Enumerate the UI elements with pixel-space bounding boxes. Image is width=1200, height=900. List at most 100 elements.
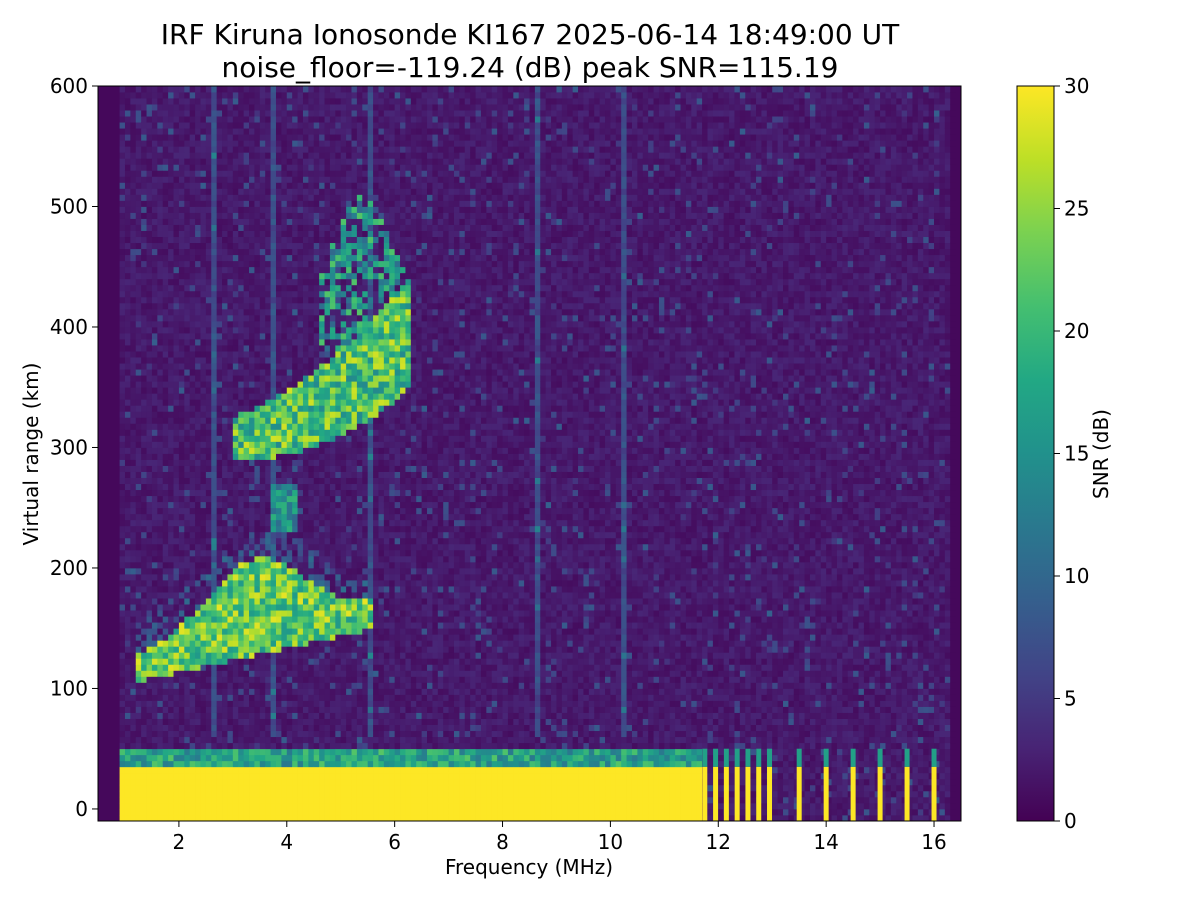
heatmap-cell [314,158,320,164]
heatmap-cell [335,646,341,652]
heatmap-cell [227,116,233,122]
heatmap-cell [141,405,147,411]
heatmap-cell [330,460,336,466]
heatmap-cell [211,146,217,152]
heatmap-cell [152,676,158,682]
heatmap-cell [190,104,196,110]
heatmap-cell [125,767,131,773]
heatmap-cell [179,502,185,508]
heatmap-cell [125,357,131,363]
heatmap-cell [217,273,223,279]
heatmap-cell [238,484,244,490]
heatmap-cell [330,544,336,550]
heatmap-cell [276,574,282,580]
heatmap-cell [136,682,142,688]
heatmap-cell [217,182,223,188]
heatmap-cell [195,237,201,243]
heatmap-cell [227,231,233,237]
heatmap-cell [157,815,163,821]
heatmap-cell [330,586,336,592]
heatmap-cell [211,351,217,357]
heatmap-cell [184,610,190,616]
heatmap-cell [265,381,271,387]
heatmap-cell [211,249,217,255]
heatmap-cell [136,508,142,514]
heatmap-cell [190,773,196,779]
heatmap-cell [206,243,212,249]
heatmap-cell [265,237,271,243]
heatmap-cell [244,713,250,719]
heatmap-cell [298,261,304,267]
heatmap-cell [238,725,244,731]
heatmap-cell [271,616,277,622]
heatmap-cell [217,586,223,592]
heatmap-cell [120,544,126,550]
heatmap-cell [200,520,206,526]
heatmap-cell [319,743,325,749]
heatmap-cell [335,791,341,797]
heatmap-cell [200,249,206,255]
heatmap-cell [222,387,228,393]
heatmap-cell [276,508,282,514]
heatmap-cell [179,291,185,297]
heatmap-cell [168,803,174,809]
heatmap-cell [249,604,255,610]
heatmap-cell [184,267,190,273]
heatmap-cell [179,339,185,345]
heatmap-cell [265,429,271,435]
heatmap-cell [125,110,131,116]
heatmap-cell [184,417,190,423]
heatmap-cell [249,749,255,755]
heatmap-cell [298,327,304,333]
heatmap-cell [174,544,180,550]
heatmap-cell [233,321,239,327]
heatmap-cell [141,785,147,791]
heatmap-cell [152,815,158,821]
heatmap-cell [238,411,244,417]
heatmap-cell [120,640,126,646]
heatmap-cell [265,562,271,568]
heatmap-cell [168,550,174,556]
heatmap-cell [276,255,282,261]
heatmap-cell [130,484,136,490]
heatmap-cell [217,291,223,297]
heatmap-cell [125,628,131,634]
heatmap-cell [217,779,223,785]
heatmap-cell [211,345,217,351]
heatmap-cell [141,303,147,309]
heatmap-cell [265,225,271,231]
heatmap-cell [157,369,163,375]
heatmap-cell [217,237,223,243]
heatmap-cell [319,134,325,140]
heatmap-cell [298,670,304,676]
heatmap-cell [184,562,190,568]
heatmap-cell [281,592,287,598]
heatmap-cell [152,182,158,188]
heatmap-cell [314,797,320,803]
heatmap-cell [254,755,260,761]
heatmap-cell [314,399,320,405]
heatmap-cell [238,128,244,134]
heatmap-cell [298,676,304,682]
heatmap-cell [222,86,228,92]
heatmap-cell [238,466,244,472]
heatmap-cell [314,146,320,152]
heatmap-cell [287,731,293,737]
heatmap-cell [125,484,131,490]
heatmap-cell [200,206,206,212]
heatmap-cell [200,538,206,544]
heatmap-cell [233,646,239,652]
heatmap-cell [335,526,341,532]
heatmap-cell [157,791,163,797]
heatmap-cell [298,321,304,327]
heatmap-cell [168,291,174,297]
heatmap-cell [298,423,304,429]
heatmap-cell [287,134,293,140]
heatmap-cell [238,285,244,291]
heatmap-cell [190,797,196,803]
heatmap-cell [174,701,180,707]
heatmap-cell [200,417,206,423]
heatmap-cell [200,688,206,694]
heatmap-cell [298,809,304,815]
heatmap-cell [227,285,233,291]
